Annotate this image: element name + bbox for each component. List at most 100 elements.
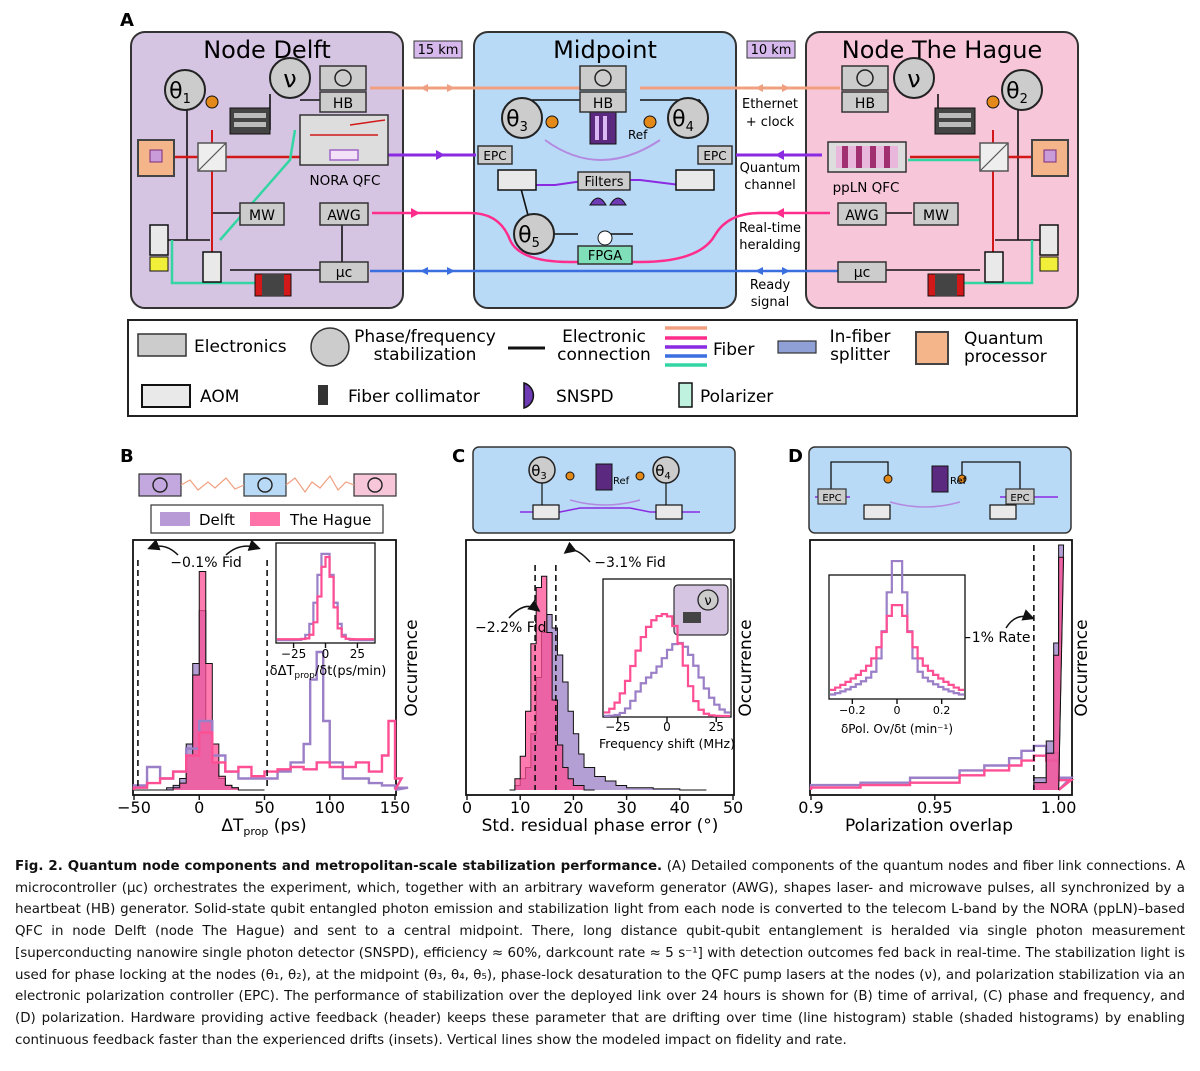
mid-fpga-box: [577, 245, 633, 265]
legend-processor-swatch: [915, 331, 949, 365]
panel-d-inset-xlabel: δPol. Ov/δt (min⁻¹): [841, 722, 953, 736]
legend-polarizer-swatch: [678, 382, 693, 408]
link-label-quantum: Quantum: [740, 161, 801, 176]
inset-b-tick-label-2: 25: [350, 647, 365, 661]
panel-b-inset-xlabel: δΔTprop/δt(ps/min): [270, 664, 387, 681]
legend-phase-1: Phase/frequency: [354, 327, 496, 347]
panel-c-annotation-arrow-2: [508, 599, 541, 619]
axis-b-tick-label-2: 50: [254, 798, 274, 817]
heralding-link: [372, 211, 830, 264]
legend-collimator: Fiber collimator: [348, 387, 480, 407]
inset-series-1: [830, 604, 964, 691]
caption-fig-number: Fig. 2.: [15, 859, 63, 874]
nu-feedback-icon: ν: [683, 589, 719, 623]
link-label-channel: channel: [744, 178, 795, 193]
panel-d-histograms: [809, 544, 1075, 791]
panel-b-histograms: [132, 560, 409, 792]
panel-c-annotation-arrow-1: [563, 541, 591, 563]
delft-uc-box: [319, 261, 369, 283]
axis-b-tick-label-3: 100: [314, 798, 345, 817]
panel-d-inset-frame: [828, 574, 966, 700]
delft-mw-box: [239, 202, 285, 226]
inset-c-tick-label-1: 0: [663, 720, 671, 734]
hague-mw-box: [913, 202, 959, 226]
legend-conn-1: Electronic: [562, 327, 646, 347]
hague-mw-label: MW: [923, 208, 949, 224]
legend-split-1: In-fiber: [830, 327, 891, 347]
legend-aom-swatch: [141, 384, 191, 408]
node-hague-title: Node The Hague: [842, 36, 1043, 64]
mid-epc-right-label: EPC: [703, 149, 726, 163]
dist-right-tag: [746, 40, 796, 59]
panel-d-epc-left: [817, 488, 847, 505]
panel-b-header: [138, 473, 397, 497]
panel-b-label: B: [120, 446, 134, 467]
delft-theta1-label: θ1: [169, 79, 191, 107]
mid-filters-box: [577, 171, 631, 191]
delft-hb-label: HB: [333, 96, 353, 112]
inset-series-1: [277, 555, 374, 641]
panel-d-annotation-arrow: [1005, 609, 1035, 629]
axis-c-tick-label-1: 10: [510, 798, 530, 817]
panel-b-ylabel: Occurrence: [402, 619, 422, 716]
node-delft-title: Node Delft: [203, 36, 331, 64]
mid-theta3-circle: [501, 97, 543, 139]
figure-caption: Fig. 2. Quantum node components and metr…: [15, 856, 1185, 1051]
panel-d-inset-histograms: [830, 559, 964, 696]
clock-icon: [334, 69, 352, 87]
hague-hb-box: [841, 91, 889, 113]
axis-d-tick-label-0: 0.9: [798, 798, 823, 817]
panel-c-header-ref: Ref: [613, 476, 630, 487]
panel-d-x-axis: 0.9 0.95 1.00: [798, 795, 1076, 817]
legend-snspd: SNSPD: [556, 387, 614, 407]
axis-b-tick-label-1: 0: [194, 798, 204, 817]
legend-fiber: Fiber: [713, 340, 755, 360]
legend-conn-2: connection: [557, 345, 651, 365]
panel-b-annotation-arrow-left: [147, 539, 179, 556]
dist-left-label: 15 km: [418, 43, 459, 58]
panel-c-x-axis: 0 10 20 30 40 50: [462, 795, 743, 817]
axis-b-tick-label-4: 150: [380, 798, 411, 817]
legend-polarizer: Polarizer: [700, 387, 773, 407]
hague-internals: [827, 94, 1069, 297]
hague-theta2-circle: [1001, 69, 1043, 111]
panel-b-inset-axis: −25 0 25: [281, 643, 365, 661]
axis-c-tick-label-4: 40: [670, 798, 690, 817]
panel-d-plot-frame: [809, 539, 1073, 796]
panel-d-inset-axis: −0.2 0 0.2: [839, 699, 950, 717]
panel-c-annotation-1: −3.1% Fid: [594, 555, 666, 571]
axis-c-tick-label-3: 30: [616, 798, 636, 817]
axis-c-tick-label-2: 20: [563, 798, 583, 817]
panel-c-label: C: [452, 446, 465, 467]
delft-theta1-circle: [164, 69, 206, 111]
panel-d-epc-right: [1005, 488, 1035, 505]
hague-awg-label: AWG: [845, 208, 879, 224]
caption-text: (A) Detailed components of the quantum n…: [15, 859, 1185, 1048]
axis-d-tick-label-1: 0.95: [917, 798, 953, 817]
link-label-heralding: heralding: [739, 238, 801, 253]
panel-d-header-setup: [815, 461, 1058, 520]
legend-hague-swatch: [250, 512, 280, 526]
panel-c-histograms: [509, 565, 707, 791]
legend-electronics-swatch: [137, 333, 187, 357]
panel-b-annotation: −0.1% Fid: [170, 555, 242, 571]
dist-right-label: 10 km: [751, 43, 792, 58]
legend-phase-2: stabilization: [374, 345, 477, 365]
mid-epc-right: [697, 145, 733, 165]
legend-qp-2: processor: [964, 347, 1047, 367]
legend-splitter-swatch: [777, 340, 817, 354]
mid-theta4-circle: [667, 97, 709, 139]
histogram-series-1: [134, 571, 265, 791]
mid-hb-box: [579, 91, 627, 113]
inset-series-1: [604, 613, 730, 718]
mid-hb-label: HB: [593, 96, 613, 112]
legend-split-2: splitter: [830, 345, 890, 365]
panel-c-xlabel: Std. residual phase error (°): [482, 816, 719, 836]
dist-left-tag: [413, 40, 463, 59]
panel-c-header-setup: θ3 θ4: [520, 456, 700, 520]
mid-ref-label: Ref: [628, 128, 648, 142]
panel-c-ylabel: Occurrence: [736, 619, 756, 716]
inset-series-0: [830, 559, 964, 696]
mid-epc-left: [477, 145, 513, 165]
link-label-clock: + clock: [746, 115, 795, 130]
